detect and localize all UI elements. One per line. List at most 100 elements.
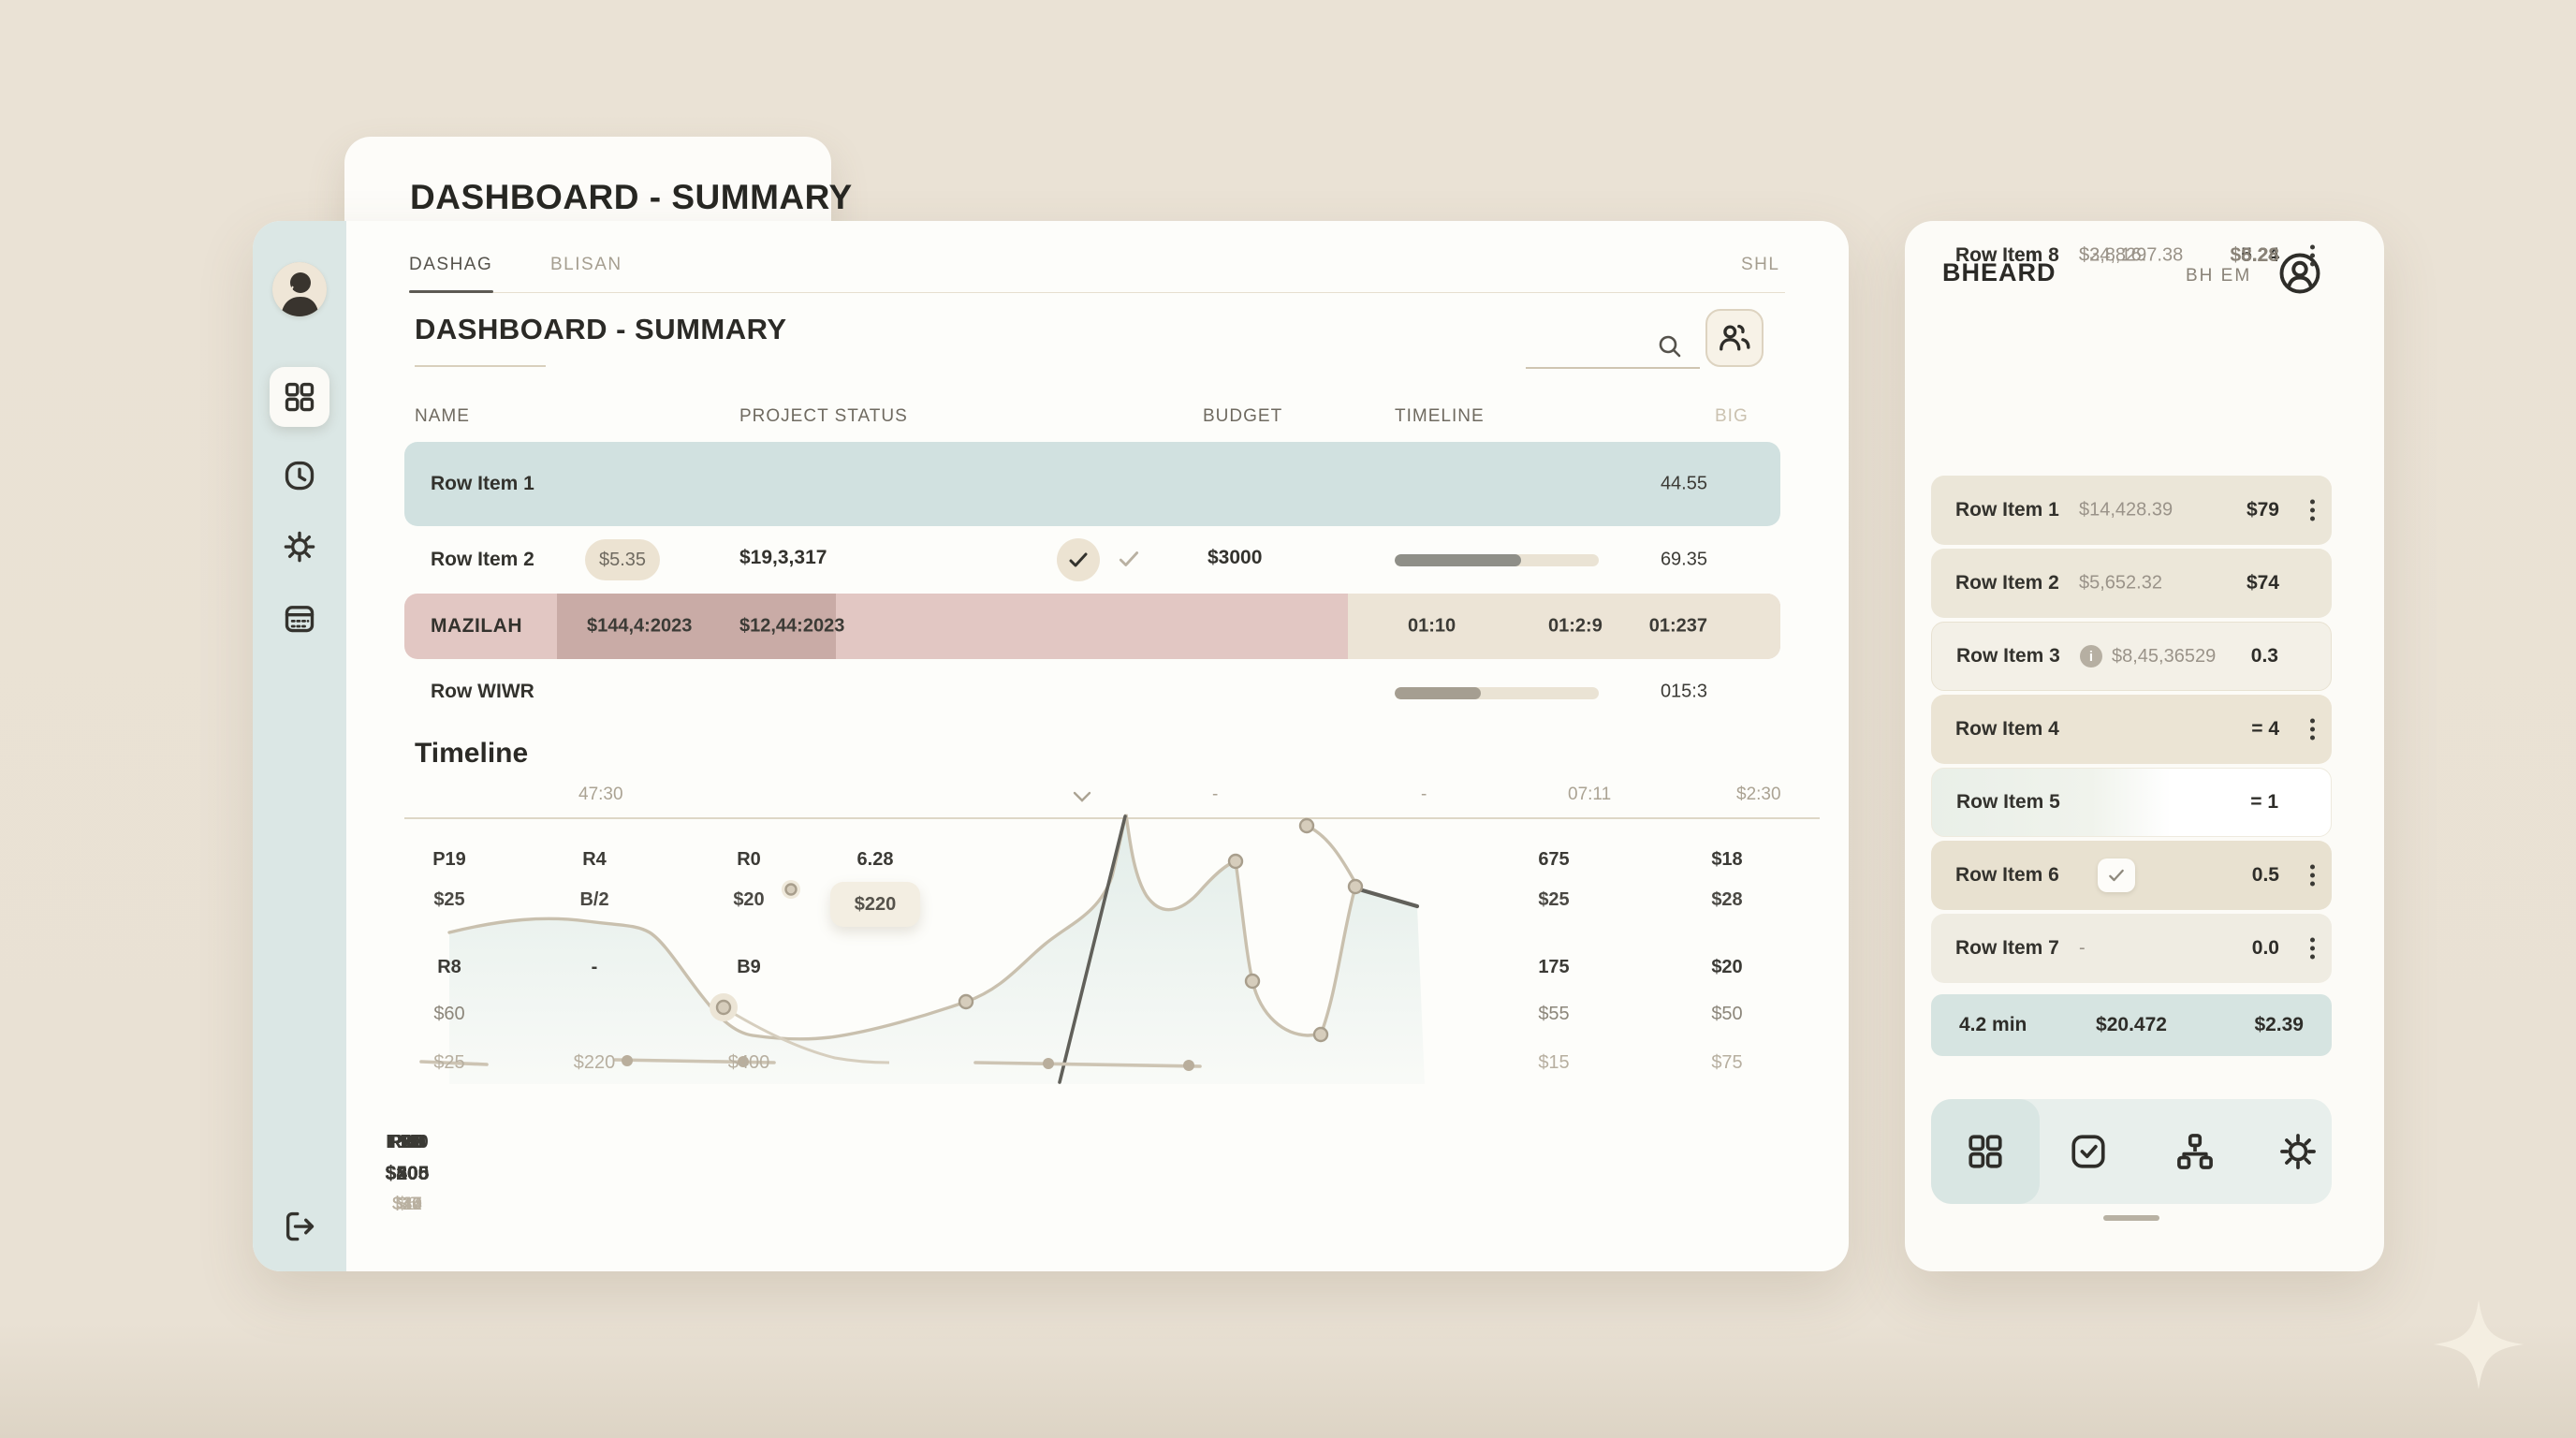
table-row[interactable]: Row Item 1 44.55: [404, 442, 1780, 526]
stat-code: RH8: [388, 1132, 426, 1152]
info-icon: i: [2080, 645, 2102, 668]
date-value: $12,44:2023: [739, 615, 845, 637]
tool-tasks-button[interactable]: [2069, 1132, 2108, 1171]
chart-label: R4: [582, 849, 607, 870]
list-item[interactable]: Row Item 8 $34,829 5.24: [1931, 221, 2332, 290]
stat-column: P10 $405 $10: [346, 1127, 468, 1220]
list-item[interactable]: Row Item 6 0.5: [1931, 841, 2332, 910]
chart-label: -: [591, 957, 598, 977]
stat-subvalue: $40: [392, 1195, 422, 1214]
sidebar: [253, 221, 346, 1271]
sidebar-item-calendar[interactable]: [270, 588, 329, 648]
list-item[interactable]: Row Iten $2,8,16.7.38 $8.28: [1931, 221, 2332, 290]
stat-value: $405: [385, 1163, 430, 1184]
panel-title: BHEARD: [1942, 258, 2056, 286]
item-name: Row Iten: [1955, 244, 2038, 266]
stat-column: P10 $205 $40: [346, 1127, 468, 1220]
sidebar-item-dashboard[interactable]: [270, 367, 329, 427]
tool-grid-button[interactable]: [1966, 1132, 2005, 1171]
item-name: Row Item 1: [1955, 499, 2059, 521]
stat-code: P2D: [388, 1132, 426, 1152]
panel-meta: BH EM: [2186, 266, 2252, 286]
stat-column: RH8 $200 $44: [346, 1127, 468, 1220]
chart-label: $25: [433, 1052, 465, 1073]
tool-settings-button[interactable]: [2278, 1132, 2318, 1171]
kebab-menu-icon[interactable]: [2310, 244, 2315, 267]
account-icon[interactable]: [2277, 251, 2322, 296]
tab-shl[interactable]: SHL: [1741, 255, 1780, 274]
chevron-down-icon[interactable]: [1072, 790, 1092, 803]
kebab-menu-icon[interactable]: [2310, 499, 2315, 521]
row-name: Row Item 1: [431, 473, 534, 494]
main-window: DASHAG BLISAN SHL DASHBOARD - SUMMARY NA…: [253, 221, 1849, 1271]
table-row[interactable]: Row Item 2 $5.35 $19,3,317 $3000 69.35: [404, 526, 1780, 594]
time-value: 01:2:9: [1548, 615, 1603, 637]
active-tab-underline: [409, 290, 493, 293]
item-value: 5.24: [2241, 244, 2279, 266]
page-title: DASHBOARD - SUMMARY: [415, 313, 787, 345]
col-header-project-status: PROJECT STATUS: [739, 406, 908, 426]
drag-handle[interactable]: [2103, 1215, 2159, 1221]
list-item[interactable]: Row Item 2 $5,652.32 $74: [1931, 549, 2332, 618]
list-item[interactable]: Row Item 7 - 0.0: [1931, 914, 2332, 983]
tab-blisan[interactable]: BLISAN: [550, 255, 622, 274]
tool-hierarchy-button[interactable]: [2175, 1132, 2215, 1171]
sidebar-item-settings[interactable]: [270, 517, 329, 577]
table-row[interactable]: Row WIWR 015:3: [404, 659, 1780, 725]
item-value: = 4: [2251, 718, 2279, 740]
timeline-area-chart: [419, 814, 1425, 1084]
row-name: MAZILAH: [431, 615, 522, 637]
timeline-heading: Timeline: [415, 738, 529, 769]
chart-highlight-pill: $220: [830, 882, 920, 927]
stat-value: $505: [385, 1163, 430, 1184]
chart-label: B9: [737, 957, 761, 977]
timeline-strip: [1348, 594, 1780, 659]
col-header-budget: BUDGET: [1203, 406, 1283, 426]
stat-value: $200: [385, 1163, 430, 1184]
stat-code: P20: [390, 1132, 424, 1152]
item-name: Row Item 7: [1955, 937, 2059, 959]
sidebar-item-logout[interactable]: [270, 1196, 329, 1256]
timeline-progress: [1395, 687, 1599, 699]
list-item[interactable]: Row Item 1 $14,428.39 $79: [1931, 476, 2332, 545]
list-item[interactable]: Row Item 5 = 1: [1931, 768, 2332, 837]
chart-label: $18: [1711, 849, 1743, 870]
list-item[interactable]: Row Item 4 = 4: [1931, 695, 2332, 764]
avatar-image: [272, 262, 327, 316]
item-name: Row Item 6: [1955, 864, 2059, 886]
item-amount: $5,652.32: [2079, 572, 2162, 594]
team-button[interactable]: [1705, 309, 1764, 367]
grid-icon: [1969, 1135, 2002, 1168]
check-icon: [1119, 551, 1139, 566]
check-icon: [1069, 552, 1088, 567]
table-row-highlighted[interactable]: MAZILAH $144,4:2023 $12,44:2023 01:10 01…: [404, 594, 1780, 659]
chart-label: $60: [433, 1004, 465, 1024]
active-tool-highlight: [1931, 1099, 2040, 1204]
list-item[interactable]: Row Item 3 i $8,45,36529 0.3: [1931, 622, 2332, 691]
kebab-menu-icon[interactable]: [2310, 864, 2315, 887]
tab-dashag[interactable]: DASHAG: [409, 255, 493, 274]
stat-subvalue: $30: [392, 1195, 422, 1214]
item-value: 0.5: [2251, 864, 2279, 886]
col-header-big: BIG: [1715, 406, 1749, 426]
amount-badge: $5.35: [585, 539, 660, 580]
item-name: Row Item 8: [1955, 244, 2059, 266]
kebab-menu-icon[interactable]: [2310, 718, 2315, 741]
stat-subvalue: $31: [392, 1195, 422, 1214]
checked-badge[interactable]: [1057, 538, 1100, 581]
stat-code: P10: [390, 1132, 424, 1152]
gear-icon: [2280, 1134, 2316, 1169]
check-secondary[interactable]: [1117, 547, 1141, 571]
tabs-divider: [409, 292, 1785, 293]
item-value: 0.3: [2250, 645, 2278, 667]
chart-label: 175: [1538, 957, 1570, 977]
avatar[interactable]: [272, 262, 327, 316]
gear-icon: [284, 531, 315, 563]
chart-label: $220: [573, 1052, 616, 1073]
sidebar-item-history[interactable]: [270, 446, 329, 506]
check-square-icon: [2071, 1135, 2105, 1168]
kebab-menu-icon[interactable]: [2310, 937, 2315, 960]
ruler-tick: 07:11: [1568, 785, 1612, 804]
chart-label: $28: [1711, 889, 1743, 910]
